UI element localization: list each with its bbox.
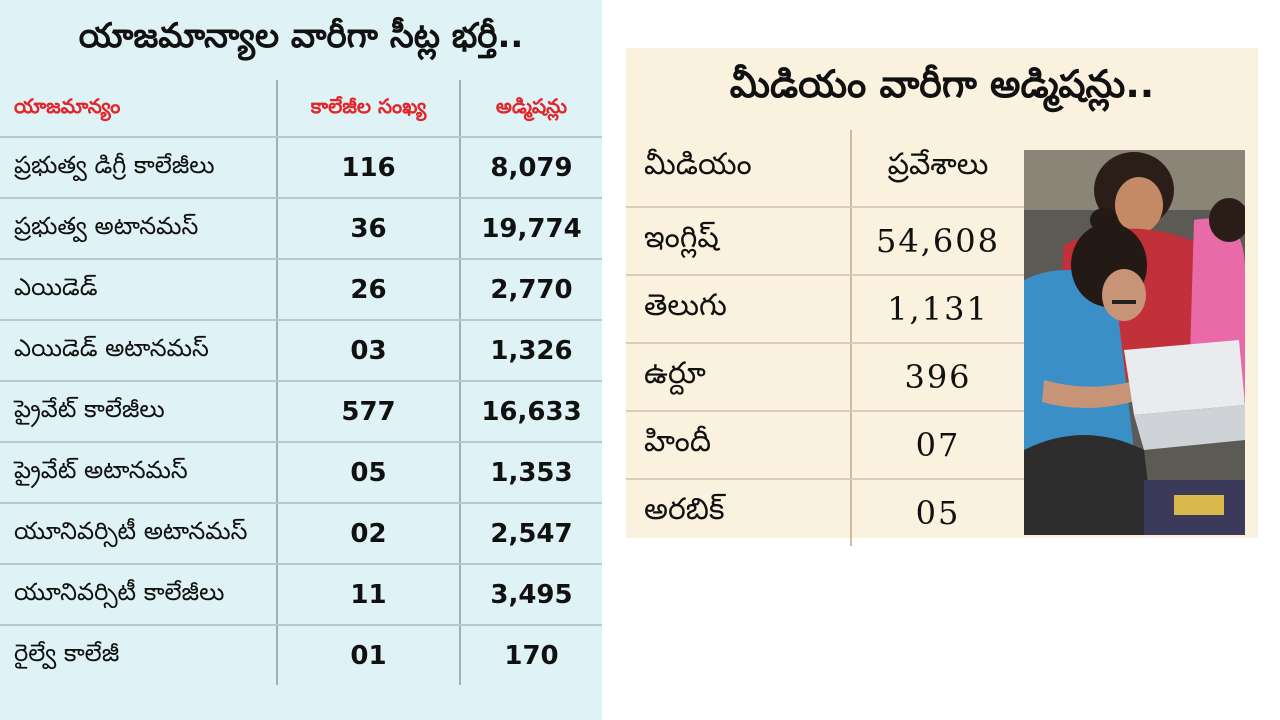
row-admissions: 8,079 xyxy=(459,137,602,199)
row-name: ప్రభుత్వ డిగ్రీ కాలేజీలు xyxy=(0,137,277,199)
header-admissions: ప్రవేశాలు xyxy=(850,130,1024,208)
ownership-table: యాజమాన్యం కాలేజీల సంఖ్య అడ్మిషన్లు ప్రభు… xyxy=(0,80,602,685)
row-medium: ఉర్దూ xyxy=(626,343,851,412)
medium-admissions-panel: మీడియం వారీగా అడ్మిషన్లు.. మీడియం ప్రవేశ… xyxy=(626,48,1258,546)
row-colleges: 116 xyxy=(276,137,460,199)
row-admissions: 1,131 xyxy=(850,275,1024,344)
row-name: ఎయిడెడ్ అటానమస్ xyxy=(0,320,277,382)
row-colleges: 26 xyxy=(276,259,460,321)
row-medium: హిందీ xyxy=(626,411,851,480)
table-row: ప్రభుత్వ అటానమస్ 36 19,774 xyxy=(0,198,602,260)
header-admissions: అడ్మిషన్లు xyxy=(459,80,602,138)
row-medium: ఇంగ్లిష్ xyxy=(626,207,851,276)
row-admissions: 170 xyxy=(459,625,602,685)
table-row: ఎయిడెడ్ 26 2,770 xyxy=(0,259,602,321)
table-row: రైల్వే కాలేజీ 01 170 xyxy=(0,625,602,685)
row-admissions: 05 xyxy=(850,479,1024,546)
ownership-seats-panel: యాజమాన్యాల వారీగా సీట్ల భర్తీ.. యాజమాన్య… xyxy=(0,0,602,720)
header-college-count: కాలేజీల సంఖ్య xyxy=(276,80,460,138)
table-row: యూనివర్సిటీ కాలేజీలు 11 3,495 xyxy=(0,564,602,626)
medium-table: మీడియం ప్రవేశాలు ఇంగ్లిష్ 54,608 తెలుగు … xyxy=(626,130,1024,546)
row-admissions: 1,326 xyxy=(459,320,602,382)
students-studying-photo xyxy=(1024,150,1245,535)
row-admissions: 07 xyxy=(850,411,1024,480)
row-name: ప్రభుత్వ అటానమస్ xyxy=(0,198,277,260)
row-medium: అరబిక్ xyxy=(644,492,725,527)
row-name: యూనివర్సిటీ అటానమస్ xyxy=(0,503,277,565)
header-medium: మీడియం xyxy=(626,130,851,208)
row-name: ప్రైవేట్ అటానమస్ xyxy=(0,442,277,504)
row-admissions: 1,353 xyxy=(459,442,602,504)
row-colleges: 577 xyxy=(276,381,460,443)
row-name: రైల్వే కాలేజీ xyxy=(14,638,120,667)
row-colleges: 03 xyxy=(276,320,460,382)
row-name: ప్రైవేట్ కాలేజీలు xyxy=(0,381,277,443)
row-admissions: 3,495 xyxy=(459,564,602,626)
row-admissions: 16,633 xyxy=(459,381,602,443)
table-row: హిందీ 07 xyxy=(626,411,1024,480)
row-colleges: 02 xyxy=(276,503,460,565)
ownership-panel-title: యాజమాన్యాల వారీగా సీట్ల భర్తీ.. xyxy=(0,0,602,80)
row-admissions: 2,547 xyxy=(459,503,602,565)
row-admissions: 2,770 xyxy=(459,259,602,321)
row-admissions: 396 xyxy=(850,343,1024,412)
medium-panel-title: మీడియం వారీగా అడ్మిషన్లు.. xyxy=(729,62,1155,106)
table-row: ఉర్దూ 396 xyxy=(626,343,1024,412)
medium-table-header: మీడియం ప్రవేశాలు xyxy=(626,130,1024,208)
table-row: ప్రైవేట్ కాలేజీలు 577 16,633 xyxy=(0,381,602,443)
row-colleges: 05 xyxy=(276,442,460,504)
students-photo-illustration xyxy=(1024,150,1245,535)
row-name: యూనివర్సిటీ కాలేజీలు xyxy=(0,564,277,626)
row-admissions: 54,608 xyxy=(850,207,1024,276)
row-medium: తెలుగు xyxy=(626,275,851,344)
row-colleges: 36 xyxy=(276,198,460,260)
row-admissions: 19,774 xyxy=(459,198,602,260)
table-row: యూనివర్సిటీ అటానమస్ 02 2,547 xyxy=(0,503,602,565)
row-colleges: 11 xyxy=(276,564,460,626)
row-colleges: 01 xyxy=(276,625,460,685)
header-ownership: యాజమాన్యం xyxy=(0,80,277,138)
table-row: తెలుగు 1,131 xyxy=(626,275,1024,344)
table-row: ఇంగ్లిష్ 54,608 xyxy=(626,207,1024,276)
table-row: ప్రైవేట్ అటానమస్ 05 1,353 xyxy=(0,442,602,504)
table-row: ప్రభుత్వ డిగ్రీ కాలేజీలు 116 8,079 xyxy=(0,137,602,199)
ownership-table-header: యాజమాన్యం కాలేజీల సంఖ్య అడ్మిషన్లు xyxy=(0,80,602,138)
table-row: ఎయిడెడ్ అటానమస్ 03 1,326 xyxy=(0,320,602,382)
row-name: ఎయిడెడ్ xyxy=(0,259,277,321)
table-row: అరబిక్ 05 xyxy=(626,479,1024,546)
